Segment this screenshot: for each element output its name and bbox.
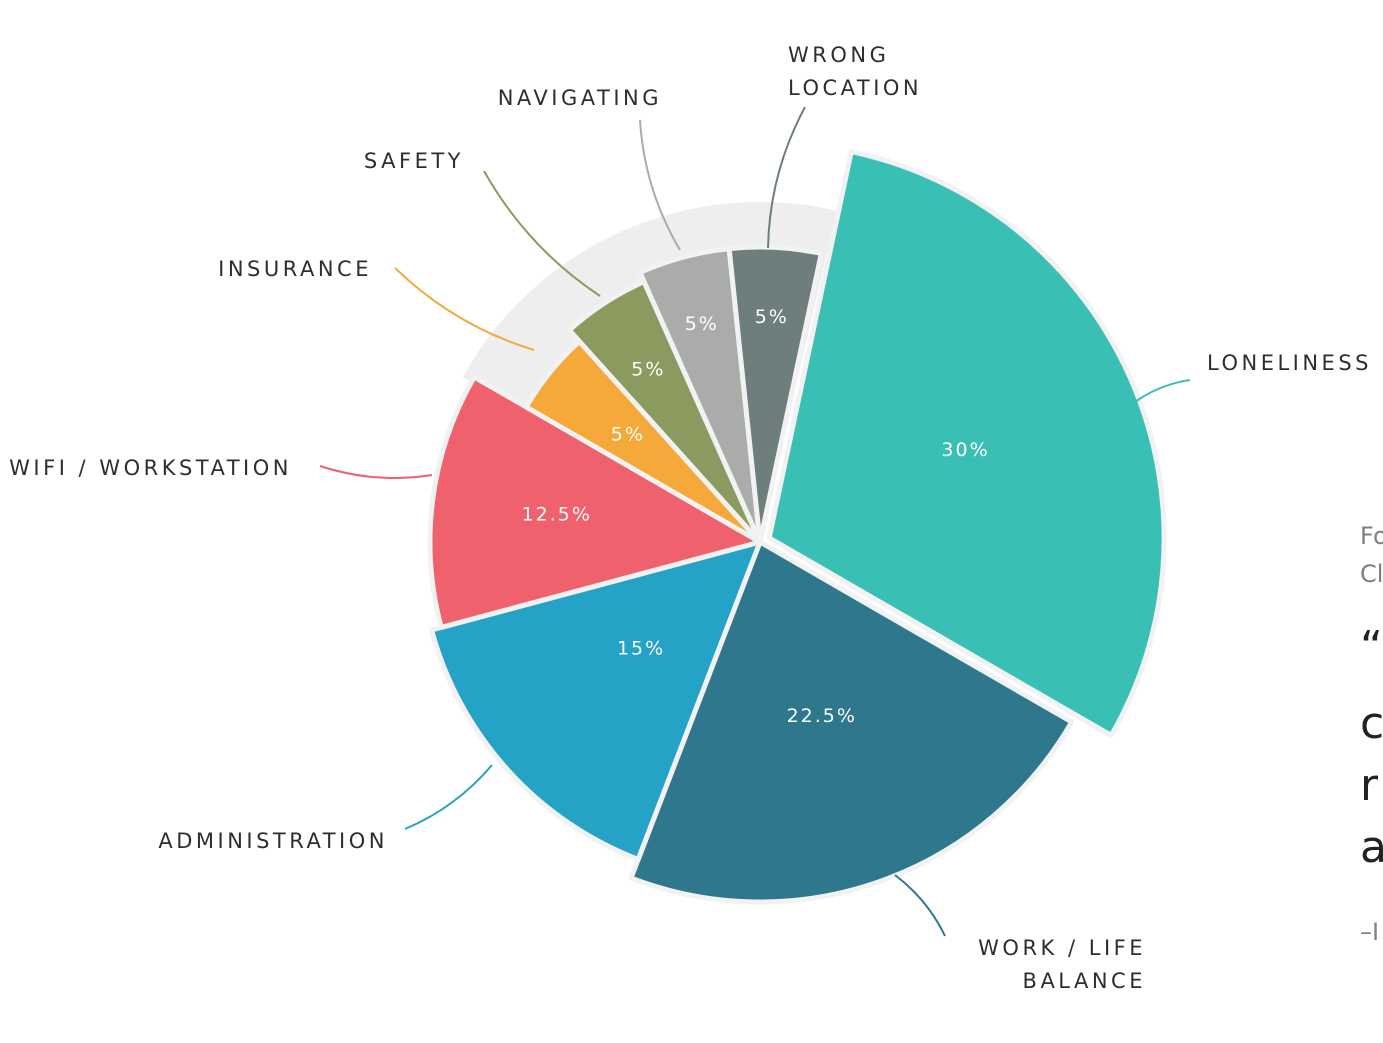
pie-slice-loneliness	[766, 149, 1167, 738]
side-quote-line-2: r	[1360, 760, 1379, 811]
value-label-safety: 5%	[631, 359, 665, 381]
category-label-safety: SAFETY	[364, 149, 464, 173]
category-label-work-life-balance: WORK / LIFE BALANCE	[978, 936, 1146, 993]
leader-line-safety	[483, 170, 601, 297]
value-label-loneliness: 30%	[941, 439, 989, 461]
value-label-wifi-workstation: 12.5%	[522, 504, 592, 526]
leader-line-insurance	[394, 267, 535, 351]
leader-line-wrong-location	[767, 106, 806, 249]
pie-slice-administration	[429, 539, 763, 862]
category-label-wifi-workstation: WIFI / WORKSTATION	[9, 456, 292, 480]
side-text-line-1: Fo	[1360, 522, 1383, 550]
leader-line-navigating	[639, 119, 681, 251]
value-label-work-life-balance: 22.5%	[787, 705, 857, 727]
category-label-wrong-location: WRONG LOCATION	[788, 43, 922, 100]
category-label-loneliness: LONELINESS	[1207, 351, 1372, 375]
side-text-line-2: Cl	[1360, 560, 1383, 588]
leader-line-wifi-workstation	[319, 465, 433, 479]
leader-line-administration	[404, 764, 493, 830]
pie-slice-work-life-balance	[628, 539, 1075, 905]
category-label-insurance: INSURANCE	[218, 257, 372, 281]
side-quote-line-3: a	[1360, 822, 1383, 873]
pie-slice-wifi-workstation	[427, 374, 763, 630]
value-label-insurance: 5%	[611, 424, 645, 446]
leader-line-loneliness	[1134, 379, 1191, 403]
side-quote-mark: “	[1360, 622, 1383, 673]
side-attribution: –I	[1360, 918, 1380, 946]
value-label-administration: 15%	[617, 638, 665, 660]
side-quote-line-1: c	[1360, 698, 1383, 749]
leader-line-work-life-balance	[894, 874, 946, 937]
category-label-administration: ADMINISTRATION	[158, 829, 388, 853]
pie-slice-wrong-location	[726, 244, 824, 545]
category-label-navigating: NAVIGATING	[498, 86, 662, 110]
value-label-wrong-location: 5%	[755, 306, 789, 328]
value-label-navigating: 5%	[685, 313, 719, 335]
